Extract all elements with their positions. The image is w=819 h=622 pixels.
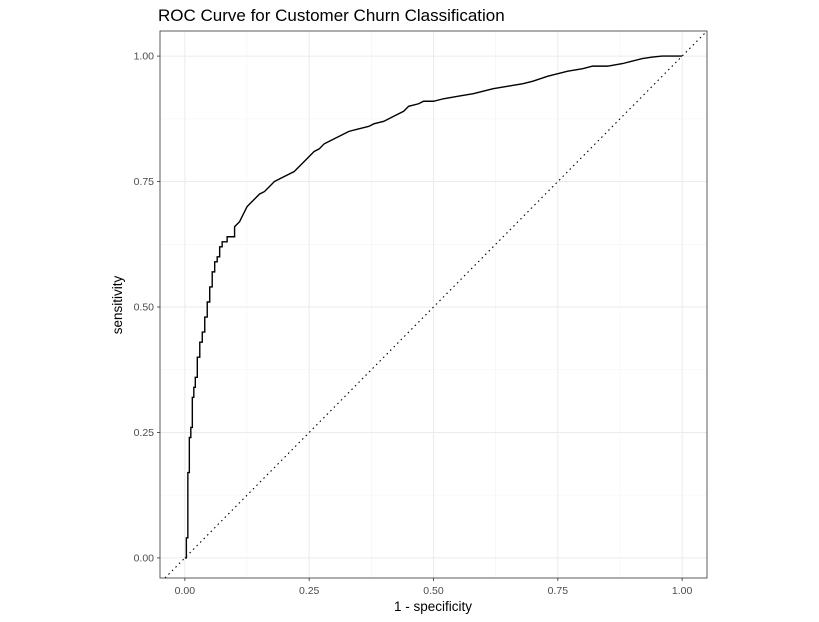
x-tick-label: 0.75 (548, 585, 569, 597)
x-tick-label: 0.00 (175, 585, 196, 597)
x-tick-label: 1.00 (672, 585, 693, 597)
x-axis-title: 1 - specificity (394, 599, 472, 614)
y-axis-ticks: 0.00 0.25 0.50 0.75 1.00 (134, 51, 160, 564)
reference-line-group (164, 30, 708, 579)
x-tick-label: 0.25 (299, 585, 320, 597)
roc-curve-line (184, 55, 683, 559)
reference-diagonal-line (164, 30, 708, 579)
x-tick-label: 0.50 (423, 585, 444, 597)
y-tick-label: 0.75 (134, 176, 155, 188)
y-tick-label: 0.00 (134, 552, 155, 564)
roc-series-group (184, 55, 683, 559)
y-axis-title: sensitivity (110, 275, 125, 334)
x-axis-ticks: 0.00 0.25 0.50 0.75 1.00 (175, 578, 693, 597)
y-tick-label: 0.50 (134, 302, 155, 314)
y-tick-label: 0.25 (134, 427, 155, 439)
y-tick-label: 1.00 (134, 51, 155, 63)
chart-title: ROC Curve for Customer Churn Classificat… (158, 6, 505, 25)
grid-lines (160, 31, 707, 578)
